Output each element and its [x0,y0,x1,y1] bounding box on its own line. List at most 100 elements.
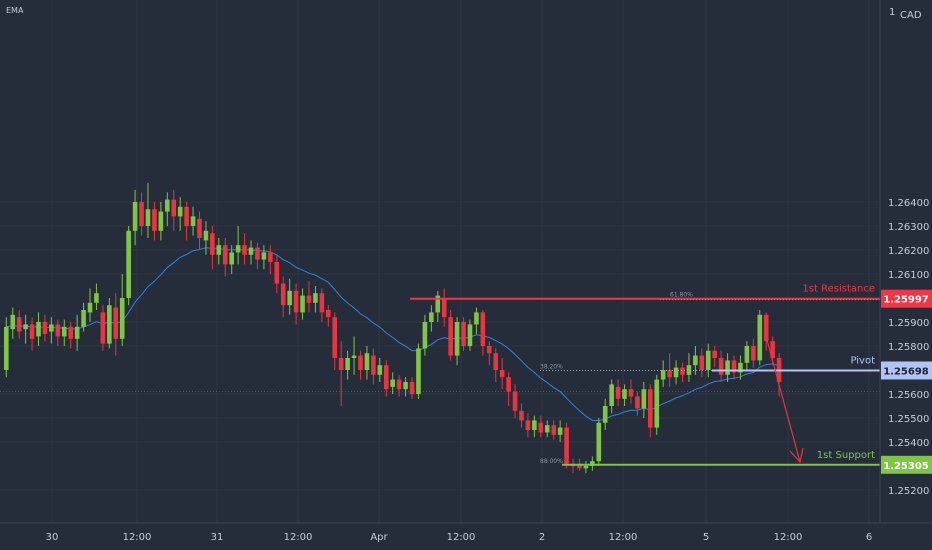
candle-body [94,293,99,303]
projection-arrow [766,339,804,464]
y-tick-label: 1.25600 [888,390,929,401]
indicator-label[interactable]: EMA [6,6,24,15]
candle-body [660,370,666,380]
candles [4,182,782,474]
candle-body [763,314,769,342]
candle-body [338,358,344,370]
candle-body [16,317,22,332]
candle-body [55,324,61,337]
candle-body [699,355,705,370]
candle-body [319,293,325,313]
y-tick-label: 1.25400 [888,438,929,449]
candle-body [383,365,389,390]
candle-body [248,247,254,255]
candle-body [609,384,614,406]
candle-body [422,322,428,349]
candle-body [635,396,640,409]
candle-body [602,406,608,423]
candle-body [126,230,131,298]
candle-body [615,386,621,399]
candle-body [622,389,627,399]
candle-body [705,350,711,370]
candle-body [396,379,402,390]
candle-body [36,322,41,337]
candle-body [74,326,80,339]
y-tick-label: 1.26400 [888,198,929,209]
level-name: Pivot [850,355,875,366]
candle-body [686,365,692,375]
candle-body [596,422,602,462]
y-tick-label: 1.25500 [888,414,929,425]
candle-body [590,461,595,466]
candle-body [416,348,421,394]
candle-body [454,322,460,356]
candle-body [564,427,569,464]
x-tick-label: 12:00 [774,532,803,543]
candle-body [364,353,370,370]
candle-body [744,346,750,363]
candle-body [184,206,189,226]
grid-lines [0,0,880,523]
candle-body [557,427,563,435]
level-lines: 61.80% 1st Resistance 38.20% Pivot 88.00% 1st… [410,284,880,466]
x-tick-label: 12:00 [447,532,476,543]
x-tick-label: 6 [866,532,872,543]
candle-body [673,367,679,378]
candle-body [725,360,730,375]
candle-body [87,302,93,313]
candle-body [4,326,9,370]
candle-body [731,360,737,373]
candle-body [197,218,202,238]
candle-body [538,422,544,433]
x-tick-label: 31 [211,532,224,543]
y-tick-label: 1.26100 [888,270,929,281]
time-axis[interactable]: 30 12:00 31 12:00 Apr 12:00 2 12:00 5 12:00 6 [46,532,873,543]
y-tick-label: 1.25900 [888,318,929,329]
candle-body [390,379,395,387]
candle-body [216,245,222,255]
currency-label: CAD [900,10,922,21]
candle-body [519,410,524,421]
y-tick-label: 1.25800 [888,342,929,353]
x-tick-label: 30 [46,532,59,543]
candle-body [693,355,698,366]
candle-body [628,389,634,397]
candle-body [757,314,763,361]
fib-label: 88.00% [540,458,563,465]
candle-body [506,377,511,392]
candle-body [61,326,67,337]
candle-body [435,295,441,313]
candle-body [532,420,537,430]
candle-body [544,425,550,433]
candle-body [42,322,48,334]
candle-body [203,230,209,241]
candle-body [493,353,499,370]
candle-body [667,370,672,378]
fib-label: 61.80% [670,292,693,299]
price-label-bg [881,361,932,380]
price-labels: 1.25997 1.25698 1.25305 [881,289,932,474]
candle-body [738,362,743,373]
candle-body [648,389,653,428]
candle-body [280,283,286,306]
candle-body [429,312,434,322]
scale-top-label: 1 [889,7,895,18]
price-axis[interactable]: 1.26400 1.26300 1.26200 1.26100 1.25900 1.258… [888,198,929,497]
candle-body [177,206,183,217]
x-tick-label: 12:00 [609,532,638,543]
level-name: 1st Support [817,450,875,461]
candle-body [229,252,234,265]
candle-body [718,358,724,375]
price-label-bg [881,289,932,308]
price-label: 1.25305 [883,461,929,472]
candle-body [113,307,119,339]
candle-body [171,199,177,217]
candle-body [680,367,685,375]
candle-body [261,252,267,260]
candle-body [49,324,54,332]
candle-body [145,209,151,226]
x-tick-label: 5 [703,532,709,543]
candle-body [313,293,318,303]
